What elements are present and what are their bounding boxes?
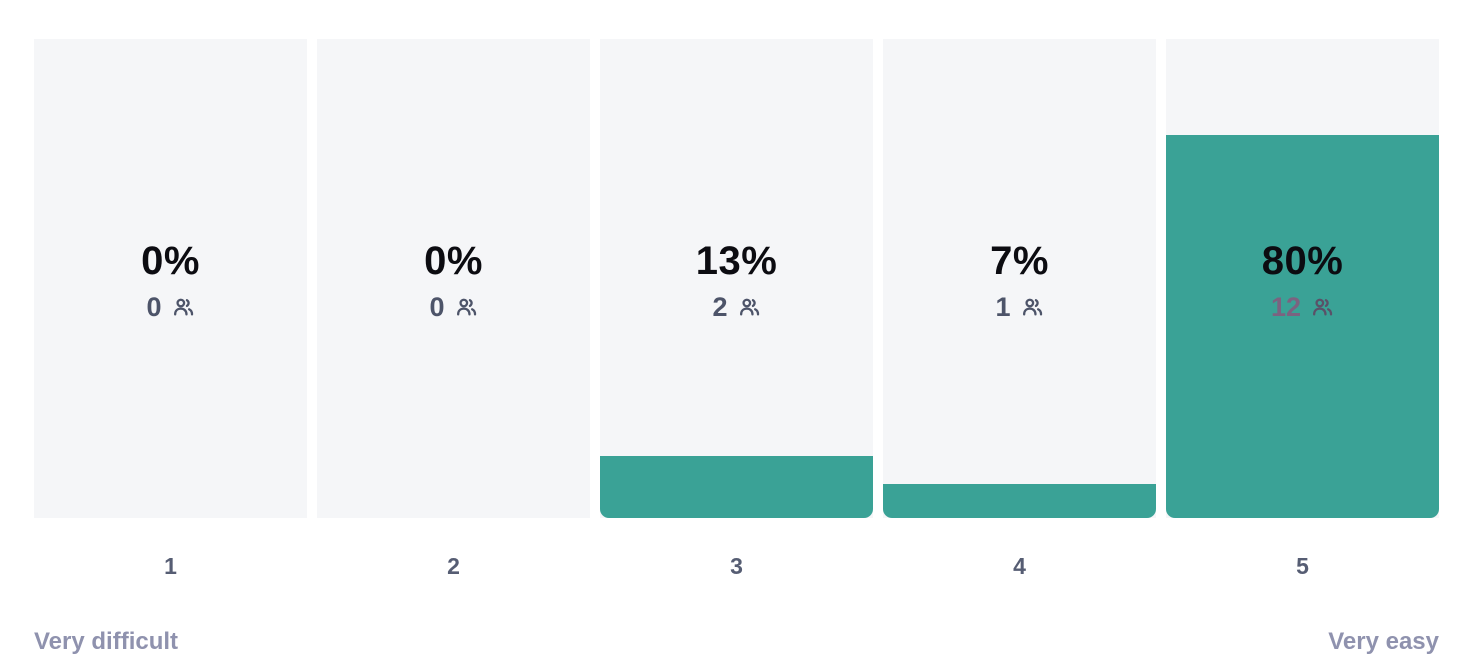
bar-labels: 13% 2 [600, 41, 873, 520]
count-value: 0 [146, 291, 162, 322]
count-value: 12 [1270, 291, 1302, 322]
users-icon [1021, 296, 1044, 319]
users-icon [1311, 296, 1334, 319]
bar-labels: 0% 0 [317, 41, 590, 520]
rating-bar-1: 0% 0 [34, 39, 307, 518]
bars-row: 0% 0 0% [34, 39, 1439, 518]
category-label-2: 2 [447, 553, 460, 579]
percent-label: 80% [1261, 238, 1344, 283]
respondent-count: 0 [146, 291, 195, 322]
category-label-5: 5 [1296, 553, 1309, 579]
category-axis: 1 2 3 4 5 [34, 555, 1439, 578]
count-value: 2 [712, 291, 728, 322]
percent-label: 13% [695, 238, 778, 283]
category-label-4: 4 [1013, 553, 1026, 579]
bar-fill [1166, 134, 1439, 518]
bar-fill [883, 484, 1156, 518]
scale-endpoints: Very difficult Very easy [34, 630, 1439, 654]
rating-bar-3: 13% 2 [600, 39, 873, 518]
category-label-1: 1 [164, 553, 177, 579]
respondent-count: 0 [429, 291, 478, 322]
bar-labels: 80% 12 [1166, 41, 1439, 520]
rating-bar-5: 80% 12 [1166, 39, 1439, 518]
percent-label: 7% [990, 238, 1049, 283]
bar-labels: 0% 0 [34, 41, 307, 520]
percent-label: 0% [141, 238, 200, 283]
users-icon [172, 296, 195, 319]
scale-max-label: Very easy [1328, 628, 1439, 655]
respondent-count: 2 [712, 291, 761, 322]
users-icon [455, 296, 478, 319]
percent-label: 0% [424, 238, 483, 283]
category-label-3: 3 [730, 553, 743, 579]
respondent-count: 1 [995, 291, 1044, 322]
rating-bar-4: 7% 1 [883, 39, 1156, 518]
respondent-count: 12 [1270, 291, 1334, 322]
bar-fill [600, 455, 873, 518]
count-value: 1 [995, 291, 1011, 322]
users-icon [738, 296, 761, 319]
rating-bar-2: 0% 0 [317, 39, 590, 518]
bar-labels: 7% 1 [883, 41, 1156, 520]
scale-min-label: Very difficult [34, 628, 179, 655]
count-value: 0 [429, 291, 445, 322]
